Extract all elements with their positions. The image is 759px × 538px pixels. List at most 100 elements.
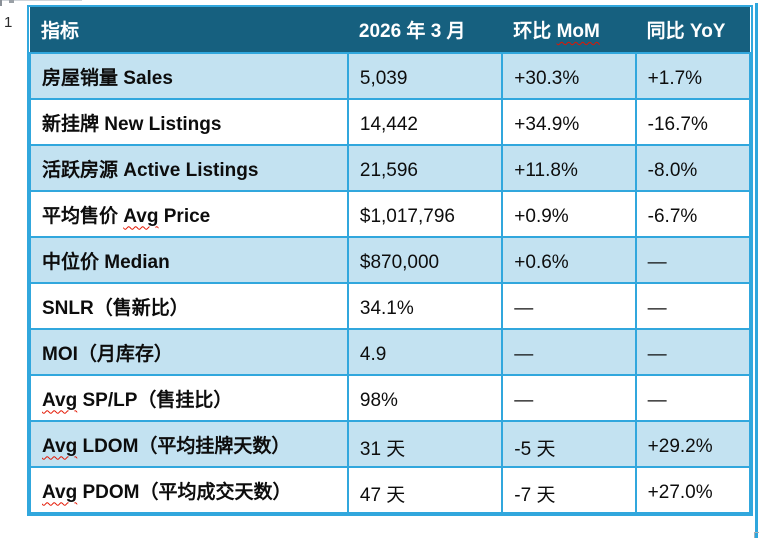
mom-value-cell[interactable]: +0.6% bbox=[501, 236, 637, 284]
metric-label-cell[interactable]: Avg PDOM（平均成交天数） bbox=[29, 466, 349, 514]
yoy-value-cell[interactable]: — bbox=[634, 374, 752, 422]
table-row: 平均售价 Avg Price $1,017,796 +0.9% -6.7% bbox=[29, 190, 752, 238]
month-value: $870,000 bbox=[359, 252, 440, 273]
metric-label-misspelled: Avg bbox=[42, 389, 78, 411]
metric-label: 房屋销量 Sales bbox=[42, 67, 173, 89]
month-value-cell[interactable]: 4.9 bbox=[346, 328, 504, 376]
metric-label-cell[interactable]: Avg SP/LP（售挂比） bbox=[29, 374, 349, 422]
month-value-cell[interactable]: 14,442 bbox=[346, 98, 504, 146]
yoy-value-cell[interactable]: +27.0% bbox=[634, 466, 752, 514]
metric-label-cell[interactable]: 新挂牌 New Listings bbox=[29, 98, 349, 146]
yoy-value: — bbox=[647, 344, 667, 365]
mom-value-cell[interactable]: +0.9% bbox=[501, 190, 637, 238]
month-value: 31 天 bbox=[359, 438, 406, 460]
month-value: 5,039 bbox=[359, 68, 408, 89]
yoy-value: — bbox=[647, 298, 667, 319]
header-text: 指标 bbox=[41, 21, 80, 42]
metric-label-cell[interactable]: MOI（月库存） bbox=[29, 328, 349, 376]
month-value: 21,596 bbox=[359, 160, 418, 181]
metric-label-cell[interactable]: Avg LDOM（平均挂牌天数） bbox=[29, 420, 349, 468]
top-edge-hairline bbox=[0, 0, 82, 1]
yoy-value: +29.2% bbox=[647, 436, 713, 457]
metric-label: LDOM（平均挂牌天数） bbox=[77, 435, 291, 457]
month-value-cell[interactable]: 98% bbox=[346, 374, 504, 422]
yoy-value-cell[interactable]: — bbox=[634, 236, 752, 284]
yoy-value-cell[interactable]: +1.7% bbox=[634, 52, 752, 100]
mom-value: -5 天 bbox=[514, 438, 556, 460]
month-value-cell[interactable]: 31 天 bbox=[346, 420, 504, 468]
month-value: $1,017,796 bbox=[359, 206, 455, 227]
month-value: 98% bbox=[359, 390, 398, 411]
mom-value-cell[interactable]: — bbox=[501, 374, 637, 422]
month-value-cell[interactable]: 34.1% bbox=[346, 282, 504, 330]
mom-value-cell[interactable]: +34.9% bbox=[501, 98, 637, 146]
month-value-cell[interactable]: $870,000 bbox=[346, 236, 504, 284]
yoy-value: +1.7% bbox=[647, 68, 703, 89]
yoy-value-cell[interactable]: — bbox=[634, 328, 752, 376]
mom-value-cell[interactable]: -7 天 bbox=[501, 466, 637, 514]
metrics-table-wrapper: 指标 2026 年 3 月 环比 MoM 同比 YoY 房屋销量 Sales 5… bbox=[27, 5, 753, 516]
yoy-value: -16.7% bbox=[647, 114, 708, 135]
table-row: Avg LDOM（平均挂牌天数） 31 天 -5 天 +29.2% bbox=[29, 420, 752, 468]
mom-value: +34.9% bbox=[514, 114, 580, 135]
metric-label: MOI（月库存） bbox=[42, 343, 173, 365]
metric-label: 活跃房源 Active Listings bbox=[42, 159, 259, 181]
yoy-value: — bbox=[647, 252, 667, 273]
table-row: 新挂牌 New Listings 14,442 +34.9% -16.7% bbox=[29, 98, 752, 146]
mom-value: -7 天 bbox=[514, 484, 556, 506]
right-edge-strip bbox=[755, 3, 758, 538]
month-value: 34.1% bbox=[359, 298, 414, 319]
mom-value-cell[interactable]: +11.8% bbox=[501, 144, 637, 192]
yoy-value-cell[interactable]: -6.7% bbox=[634, 190, 752, 238]
header-text: 环比 bbox=[513, 21, 557, 42]
mom-value: +0.6% bbox=[514, 252, 569, 273]
metric-label-cell[interactable]: 活跃房源 Active Listings bbox=[29, 144, 349, 192]
table-row: SNLR（售新比） 34.1% — — bbox=[29, 282, 752, 330]
month-value-cell[interactable]: 5,039 bbox=[346, 52, 504, 100]
metric-label: SP/LP（售挂比） bbox=[77, 389, 233, 411]
table-row: 中位价 Median $870,000 +0.6% — bbox=[29, 236, 752, 284]
metric-label-misspelled: Avg bbox=[123, 205, 159, 227]
metric-label-cell[interactable]: 平均售价 Avg Price bbox=[29, 190, 349, 238]
mom-value-cell[interactable]: — bbox=[501, 282, 637, 330]
yoy-value-cell[interactable]: -8.0% bbox=[634, 144, 752, 192]
month-value-cell[interactable]: $1,017,796 bbox=[346, 190, 504, 238]
mom-value: — bbox=[514, 344, 534, 365]
table-corner-mark bbox=[754, 532, 759, 538]
yoy-value: +27.0% bbox=[647, 482, 713, 503]
metric-label: SNLR（售新比） bbox=[42, 297, 189, 319]
mom-value-cell[interactable]: — bbox=[501, 328, 637, 376]
month-value-cell[interactable]: 21,596 bbox=[346, 144, 504, 192]
table-row: Avg SP/LP（售挂比） 98% — — bbox=[29, 374, 752, 422]
metrics-table: 指标 2026 年 3 月 环比 MoM 同比 YoY 房屋销量 Sales 5… bbox=[29, 7, 752, 514]
col-header-metric[interactable]: 指标 bbox=[30, 7, 348, 53]
metric-label: 中位价 Median bbox=[42, 251, 170, 273]
mom-value-cell[interactable]: -5 天 bbox=[501, 420, 637, 468]
header-text: 同比 YoY bbox=[646, 21, 726, 42]
mom-value: +0.9% bbox=[514, 206, 569, 227]
yoy-value-cell[interactable]: — bbox=[634, 282, 752, 330]
metric-label: PDOM（平均成交天数） bbox=[77, 481, 292, 503]
metric-label-cell[interactable]: SNLR（售新比） bbox=[29, 282, 349, 330]
yoy-value-cell[interactable]: +29.2% bbox=[634, 420, 752, 468]
mom-value: — bbox=[514, 298, 534, 319]
ruler-tick-fragment bbox=[9, 0, 14, 3]
mom-value: — bbox=[514, 390, 534, 411]
mom-value-cell[interactable]: +30.3% bbox=[501, 52, 637, 100]
ruler-tick-fragment bbox=[0, 0, 2, 6]
table-row: 房屋销量 Sales 5,039 +30.3% +1.7% bbox=[29, 52, 752, 100]
col-header-yoy[interactable]: 同比 YoY bbox=[635, 7, 750, 53]
table-row: MOI（月库存） 4.9 — — bbox=[29, 328, 752, 376]
col-header-mom[interactable]: 环比 MoM bbox=[502, 7, 636, 53]
metric-label: 平均售价 bbox=[42, 205, 124, 227]
header-row: 指标 2026 年 3 月 环比 MoM 同比 YoY bbox=[30, 7, 750, 53]
table-row: 活跃房源 Active Listings 21,596 +11.8% -8.0% bbox=[29, 144, 752, 192]
month-value-cell[interactable]: 47 天 bbox=[346, 466, 504, 514]
metric-label-cell[interactable]: 中位价 Median bbox=[29, 236, 349, 284]
month-value: 4.9 bbox=[359, 344, 387, 365]
metric-label-cell[interactable]: 房屋销量 Sales bbox=[29, 52, 349, 100]
yoy-value-cell[interactable]: -16.7% bbox=[634, 98, 752, 146]
col-header-month[interactable]: 2026 年 3 月 bbox=[347, 7, 503, 53]
yoy-value: — bbox=[647, 390, 667, 411]
mom-value: +11.8% bbox=[514, 160, 578, 181]
